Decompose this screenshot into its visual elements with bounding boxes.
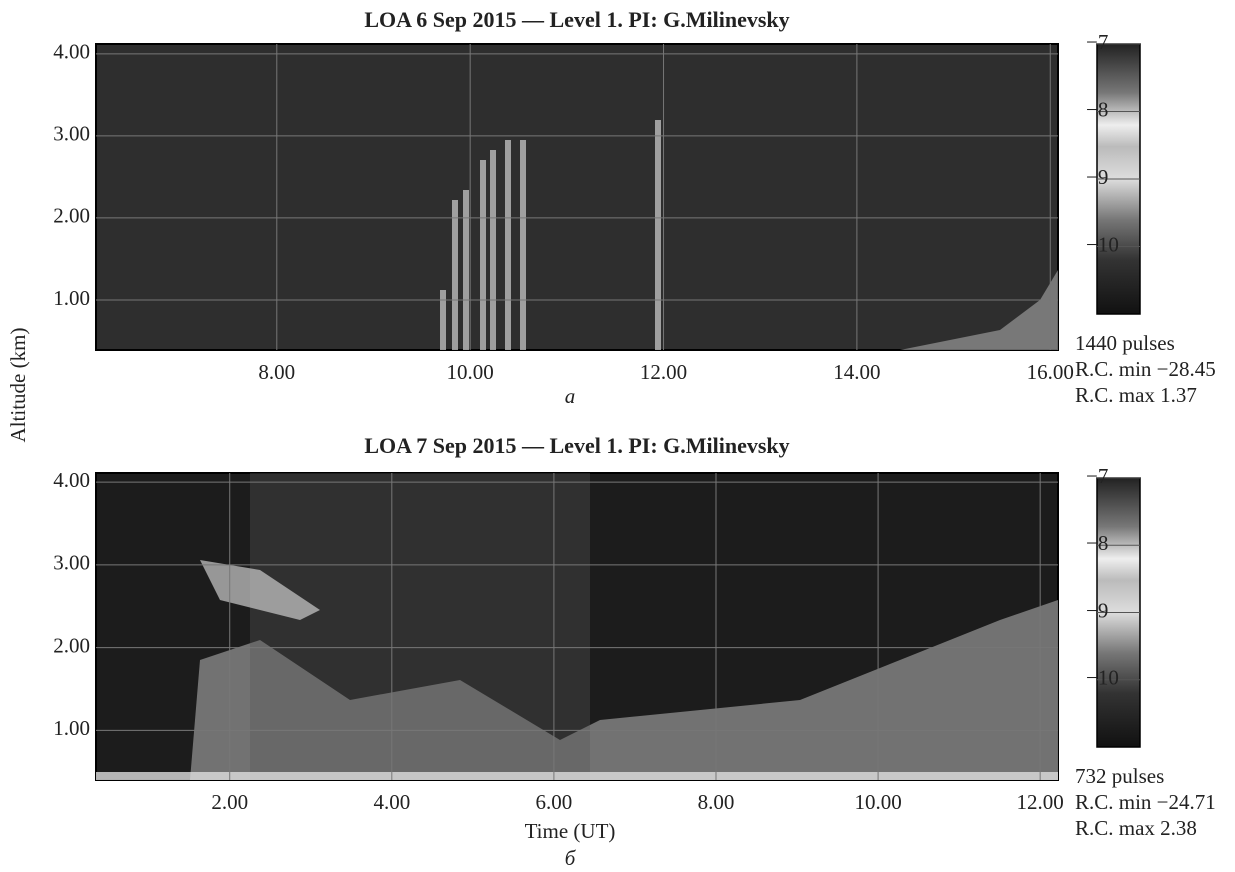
cloud-texture (505, 140, 511, 350)
colorbar-tick-label: −7 (1086, 464, 1108, 488)
x-tick-label: 8.00 (698, 790, 735, 814)
x-tick-label: 6.00 (536, 790, 573, 814)
cloud-texture (463, 190, 469, 350)
colorbar-tick-label: −9 (1086, 165, 1108, 189)
x-tick-label: 16.00 (1027, 360, 1074, 384)
note: R.C. min −24.71 (1075, 790, 1216, 814)
colorbar-tick-label: −8 (1086, 97, 1108, 121)
y-tick-label: 4.00 (53, 40, 90, 64)
note: R.C. min −28.45 (1075, 357, 1216, 381)
colorbar-tick-label: −10 (1086, 666, 1119, 690)
y-tick-label: 1.00 (53, 286, 90, 310)
cloud-texture (96, 772, 1058, 780)
colorbar-tick-label: −9 (1086, 598, 1108, 622)
x-tick-label: 12.00 (1017, 790, 1064, 814)
colorbar-tick-label: −10 (1086, 232, 1119, 256)
note: 732 pulses (1075, 764, 1164, 788)
x-tick-label: 10.00 (854, 790, 901, 814)
y-tick-label: 1.00 (53, 716, 90, 740)
cloud-texture (520, 140, 526, 350)
note: R.C. max 2.38 (1075, 816, 1197, 840)
chart-title: LOA 6 Sep 2015 — Level 1. PI: G.Milinevs… (364, 7, 789, 32)
x-tick-label: 8.00 (258, 360, 295, 384)
chart-title: LOA 7 Sep 2015 — Level 1. PI: G.Milinevs… (364, 433, 789, 458)
colorbar-tick-label: −8 (1086, 531, 1108, 555)
cloud-texture (190, 600, 1058, 780)
cloud-texture (655, 120, 661, 350)
plot-area (95, 43, 1059, 351)
note: 1440 pulses (1075, 331, 1175, 355)
cloud-texture (900, 270, 1058, 350)
panel-label: a (565, 384, 576, 408)
cloud-texture (490, 150, 496, 350)
x-tick-label: 4.00 (373, 790, 410, 814)
note: R.C. max 1.37 (1075, 383, 1197, 407)
cloud-texture (480, 160, 486, 350)
cloud-texture (440, 290, 446, 350)
y-tick-label: 2.00 (53, 633, 90, 657)
x-tick-label: 14.00 (833, 360, 880, 384)
y-axis-label: Altitude (km) (6, 328, 30, 443)
x-tick-label: 2.00 (211, 790, 248, 814)
y-tick-label: 4.00 (53, 468, 90, 492)
x-tick-label: 10.00 (447, 360, 494, 384)
x-tick-label: 12.00 (640, 360, 687, 384)
cloud-texture (452, 200, 458, 350)
y-tick-label: 3.00 (53, 122, 90, 146)
panel-label: б (565, 846, 577, 870)
cloud-texture (250, 473, 590, 780)
y-tick-label: 3.00 (53, 551, 90, 575)
colorbar-tick-label: −7 (1086, 30, 1108, 54)
x-axis-label: Time (UT) (525, 819, 616, 843)
y-tick-label: 2.00 (53, 204, 90, 228)
